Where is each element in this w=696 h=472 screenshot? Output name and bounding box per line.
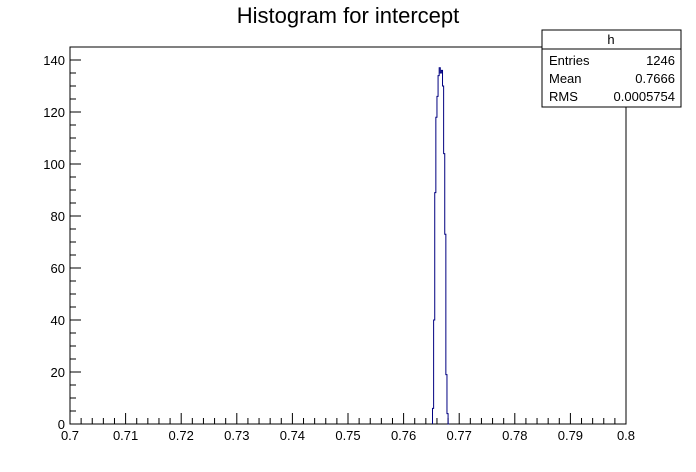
y-tick-label: 80 xyxy=(51,209,65,224)
histogram-bin xyxy=(441,70,442,424)
stats-mean-label: Mean xyxy=(549,71,582,86)
x-tick-label: 0.78 xyxy=(502,428,527,443)
y-tick-label: 120 xyxy=(43,105,65,120)
histogram-bin xyxy=(440,73,441,424)
histogram-bin xyxy=(439,68,440,424)
stats-box-frame xyxy=(541,29,682,108)
x-tick-label: 0.77 xyxy=(447,428,472,443)
y-axis: 0 20 40 60 80 100 120 140 xyxy=(43,46,81,432)
x-tick-label: 0.72 xyxy=(169,428,194,443)
stats-box: h Entries 1246 Mean 0.7666 RMS 0.0005754 xyxy=(541,29,682,108)
stats-entries-value: 1246 xyxy=(646,53,675,68)
y-tick-label: 60 xyxy=(51,261,65,276)
histogram-bin xyxy=(437,96,438,424)
stats-histogram-name: h xyxy=(607,32,614,47)
y-tick-label: 40 xyxy=(51,313,65,328)
histogram-outline xyxy=(432,67,450,425)
stats-mean-value: 0.7666 xyxy=(635,71,675,86)
y-tick-label: 100 xyxy=(43,157,65,172)
x-tick-label: 0.71 xyxy=(113,428,138,443)
x-tick-label: 0.75 xyxy=(335,428,360,443)
x-tick-label: 0.73 xyxy=(224,428,249,443)
stats-rms-label: RMS xyxy=(549,89,578,104)
y-tick-label: 0 xyxy=(58,417,65,432)
stats-rms-value: 0.0005754 xyxy=(614,89,675,104)
histogram-bin xyxy=(438,76,439,424)
y-tick-label: 20 xyxy=(51,365,65,380)
x-tick-label: 0.8 xyxy=(617,428,635,443)
x-tick-label: 0.7 xyxy=(61,428,79,443)
stats-entries-label: Entries xyxy=(549,53,590,68)
x-tick-label: 0.79 xyxy=(558,428,583,443)
y-tick-label: 140 xyxy=(43,53,65,68)
chart-title: Histogram for intercept xyxy=(237,3,460,28)
x-axis: 0.7 0.71 0.72 0.73 0.74 0.75 0.76 0.77 0.78 0.79 0… xyxy=(61,413,635,443)
x-tick-label: 0.74 xyxy=(280,428,305,443)
x-tick-label: 0.76 xyxy=(391,428,416,443)
